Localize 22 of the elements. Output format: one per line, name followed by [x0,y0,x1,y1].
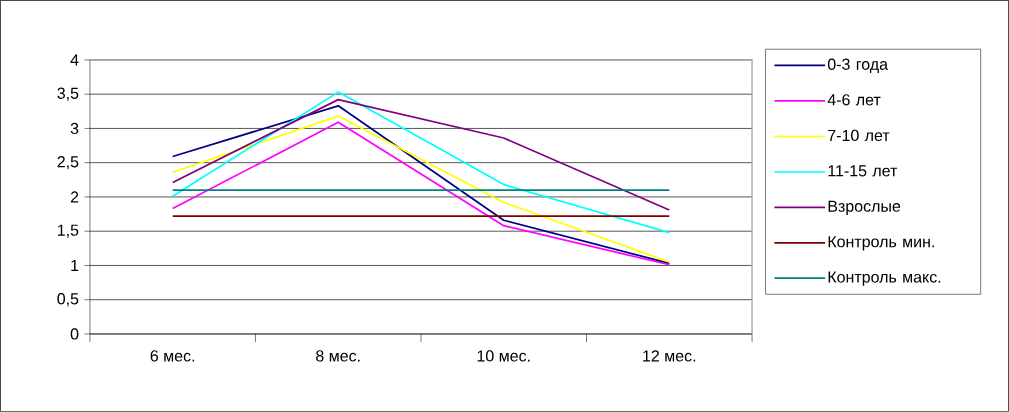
legend-label: 4-6 лет [827,94,881,106]
y-tick-label: 0 [70,328,79,340]
legend-label: 7-10 лет [828,129,890,142]
x-tick-label: 12 мес. [643,350,696,362]
y-tick-label: 0,5 [57,293,79,307]
y-tick-label: 1,5 [57,224,79,238]
y-tick-label: 1 [71,260,79,272]
x-tick-label: 10 мес. [477,350,530,362]
x-tick-label: 6 мес. [150,350,195,362]
legend-label: 0-3 года [827,58,889,73]
y-tick-label: 2,5 [57,156,79,170]
legend-label: 11-15 лет [828,165,898,177]
y-tick-label: 2 [70,191,79,203]
legend-label: Контроль макс. [828,271,941,286]
line-series [171,98,671,211]
line-series [171,91,671,234]
y-tick-label: 3 [70,122,79,135]
y-tick-label: 4 [70,54,79,66]
y-tick-label: 3,5 [57,87,79,101]
x-tick-label: 8 мес. [316,350,360,362]
legend-label: Взрослые [828,200,901,216]
legend-label: Контроль мин. [828,236,934,251]
